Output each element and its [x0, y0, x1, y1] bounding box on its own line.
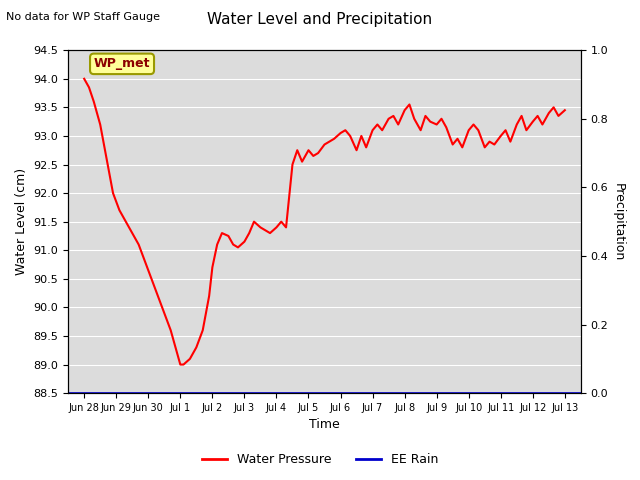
Text: WP_met: WP_met — [94, 57, 150, 71]
Y-axis label: Precipitation: Precipitation — [612, 182, 625, 261]
X-axis label: Time: Time — [309, 419, 340, 432]
Legend: Water Pressure, EE Rain: Water Pressure, EE Rain — [196, 448, 444, 471]
Y-axis label: Water Level (cm): Water Level (cm) — [15, 168, 28, 275]
Text: Water Level and Precipitation: Water Level and Precipitation — [207, 12, 433, 27]
Text: No data for WP Staff Gauge: No data for WP Staff Gauge — [6, 12, 161, 22]
